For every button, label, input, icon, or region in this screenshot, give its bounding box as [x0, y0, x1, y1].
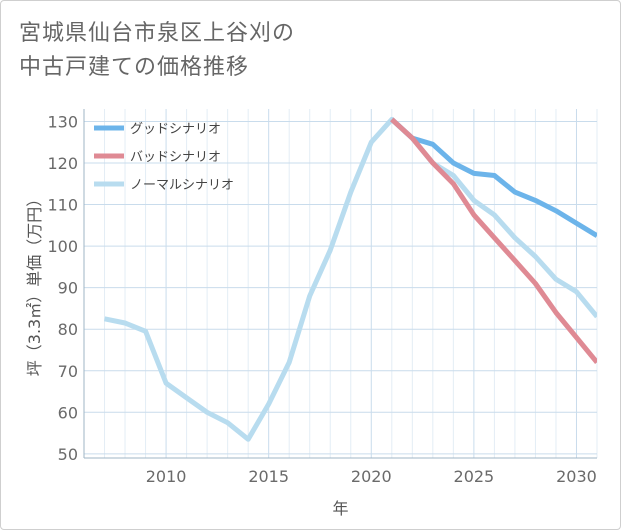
x-tick-label: 2025	[454, 467, 495, 486]
x-axis-label: 年	[332, 499, 348, 518]
y-tick-label: 80	[58, 320, 78, 339]
y-tick-label: 100	[47, 237, 78, 256]
chart-title-line-2: 中古戸建ての価格推移	[19, 55, 250, 80]
y-axis-label: 坪（3.3㎡）単価（万円）	[25, 191, 44, 376]
chart-grid	[83, 109, 598, 458]
y-tick-label: 50	[58, 445, 78, 464]
series-line-0	[390, 117, 597, 238]
series-line-1	[390, 117, 597, 364]
y-tick-label: 70	[58, 362, 78, 381]
x-tick-label: 2020	[351, 467, 392, 486]
chart-title-line-1: 宮城県仙台市泉区上谷刈の	[19, 21, 296, 46]
x-tick-label: 2015	[248, 467, 289, 486]
chart-axes	[83, 109, 597, 459]
chart-ticks: 50 60 70 80 90 100 110 120 130 2010 2015 2020 2025 20…	[47, 112, 596, 486]
legend-label-2: ノーマルシナリオ	[130, 178, 234, 193]
chart-series	[103, 116, 597, 442]
legend-label-0: グッドシナリオ	[130, 122, 221, 137]
y-tick-label: 60	[58, 403, 78, 422]
legend-label-1: バッドシナリオ	[130, 150, 221, 165]
y-tick-label: 110	[47, 196, 78, 215]
y-tick-label: 120	[47, 154, 78, 173]
y-tick-label: 130	[47, 112, 78, 131]
y-tick-label: 90	[58, 279, 78, 298]
series-line-2	[103, 116, 597, 442]
x-tick-label: 2010	[146, 467, 187, 486]
x-tick-label: 2030	[556, 467, 597, 486]
chart-title: 宮城県仙台市泉区上谷刈の 中古戸建ての価格推移	[19, 17, 579, 85]
plot-area	[84, 109, 597, 458]
